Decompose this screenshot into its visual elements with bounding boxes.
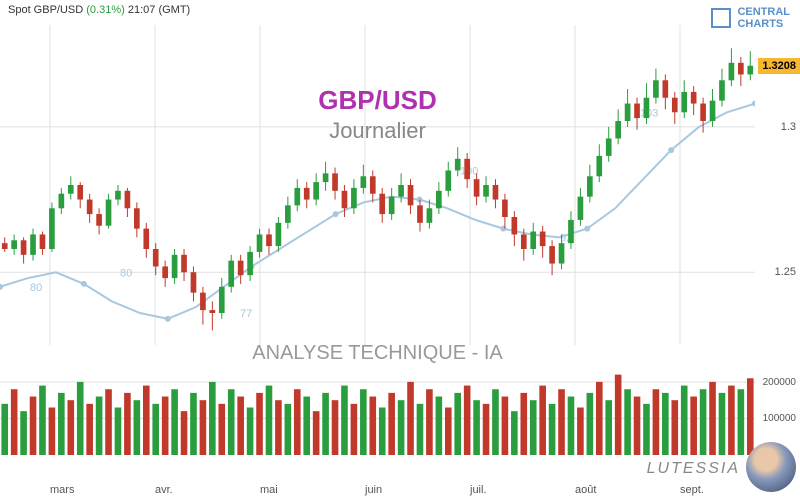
svg-text:77: 77 <box>240 308 252 320</box>
avatar-icon[interactable] <box>746 442 796 492</box>
volume-chart[interactable]: ANALYSE TECHNIQUE - IA <box>0 360 755 455</box>
svg-text:80: 80 <box>120 267 132 279</box>
current-price-badge: 1.3208 <box>758 58 800 74</box>
chart-title: GBP/USD Journalier <box>318 85 436 144</box>
logo[interactable]: CENTRALCHARTS <box>711 6 790 30</box>
price-chart[interactable]: 80807710092103 GBP/USD Journalier <box>0 25 755 345</box>
timestamp: 21:07 (GMT) <box>128 4 190 16</box>
x-axis: marsavr.maijuinjuil.aoûtsept. <box>0 480 755 500</box>
instrument-label: Spot GBP/USD <box>8 4 83 16</box>
logo-text: CENTRALCHARTS <box>737 6 790 30</box>
price-y-axis: 1.3208 1.251.3 <box>755 25 800 345</box>
symbol-label: GBP/USD <box>318 85 436 116</box>
period-label: Journalier <box>318 118 436 144</box>
chart-header: Spot GBP/USD (0.31%) 21:07 (GMT) <box>8 4 190 16</box>
volume-y-axis: 200000100000 <box>755 360 800 455</box>
svg-text:80: 80 <box>30 282 42 294</box>
brand-label: LUTESSIA <box>647 460 740 478</box>
volume-title: ANALYSE TECHNIQUE - IA <box>252 342 502 365</box>
pct-change: (0.31%) <box>86 4 125 16</box>
logo-icon <box>711 8 731 28</box>
